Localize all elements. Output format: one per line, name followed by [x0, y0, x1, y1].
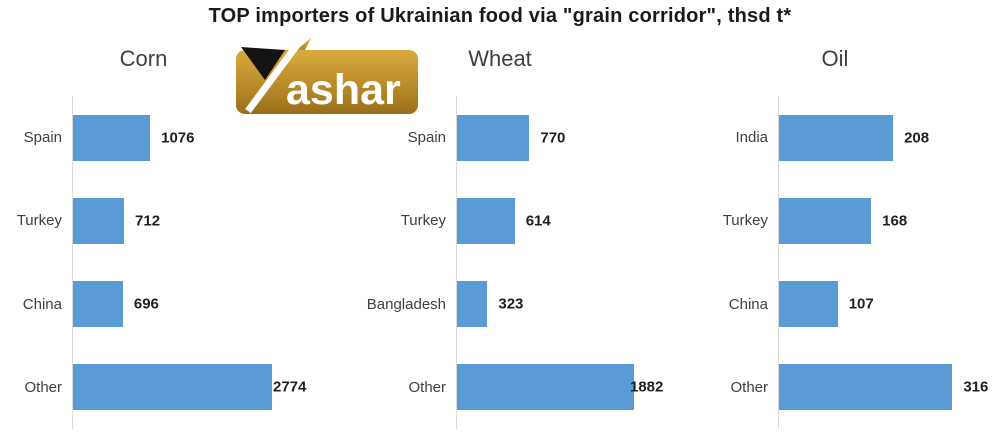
main-title: TOP importers of Ukrainian food via "gra… — [208, 5, 792, 27]
category-label: India — [735, 129, 768, 147]
chart-oil: Oil India Turkey China Other 208 168 107 316 — [700, 44, 988, 429]
logo-triangle-icon — [241, 47, 285, 80]
category-label: Other — [408, 378, 446, 396]
bar-other — [457, 364, 634, 411]
bar-other — [73, 364, 272, 411]
chart-title: Wheat — [468, 46, 532, 71]
bar-row: 770 — [457, 96, 645, 179]
bar-row: 2774 — [73, 346, 306, 429]
bar-row: 1882 — [457, 346, 663, 429]
bar-row: 712 — [73, 179, 288, 262]
logo-slash-icon — [245, 38, 303, 114]
value-label: 208 — [904, 129, 930, 147]
bar-turkey — [73, 197, 125, 244]
category-label: China — [728, 295, 768, 313]
bar-row: 316 — [779, 346, 988, 429]
category-axis: Spain Turkey China Other — [0, 96, 72, 429]
bar-other — [779, 364, 953, 411]
bar-india — [779, 114, 894, 161]
value-label: 1882 — [630, 378, 664, 396]
bar-row: 323 — [457, 263, 645, 346]
category-label: Spain — [407, 129, 446, 147]
bar-row: 1076 — [73, 96, 288, 179]
category-axis: Spain Turkey Bangladesh Other — [356, 96, 456, 429]
yashar-logo: ashar — [236, 38, 418, 114]
value-label: 323 — [498, 295, 524, 313]
value-label: 316 — [963, 378, 989, 396]
chart-title: Corn — [119, 46, 168, 71]
category-label: Turkey — [400, 212, 446, 230]
chart-corn: Corn Spain Turkey China Other 1076 712 696 2774 — [0, 44, 306, 429]
category-label: China — [22, 295, 62, 313]
bar-turkey — [457, 197, 515, 244]
logo-text: ashar — [286, 66, 401, 114]
plot-area: 1076 712 696 2774 — [72, 96, 306, 429]
bar-china — [73, 281, 123, 328]
category-label: Turkey — [16, 212, 62, 230]
category-label: Other — [24, 378, 62, 396]
plot-area: 770 614 323 1882 — [456, 96, 663, 429]
bar-row: 168 — [779, 179, 971, 262]
plot-area: 208 168 107 316 — [778, 96, 988, 429]
value-label: 168 — [882, 212, 908, 230]
bar-spain — [73, 114, 151, 161]
category-axis: India Turkey China Other — [700, 96, 778, 429]
chart-title: Oil — [821, 46, 849, 71]
value-label: 770 — [540, 129, 566, 147]
bar-spain — [457, 114, 530, 161]
value-label: 2774 — [273, 378, 307, 396]
bar-china — [779, 281, 838, 328]
value-label: 696 — [133, 295, 159, 313]
category-label: Turkey — [722, 212, 768, 230]
bar-bangladesh — [457, 281, 488, 328]
value-label: 107 — [848, 295, 874, 313]
bar-row: 614 — [457, 179, 645, 262]
category-label: Bangladesh — [366, 295, 446, 313]
bar-row: 208 — [779, 96, 971, 179]
bar-row: 696 — [73, 263, 288, 346]
value-label: 1076 — [161, 129, 195, 147]
value-label: 712 — [135, 212, 161, 230]
bar-turkey — [779, 197, 872, 244]
category-label: Spain — [23, 129, 62, 147]
category-label: Other — [730, 378, 768, 396]
value-label: 614 — [525, 212, 551, 230]
chart-wheat: Wheat Spain Turkey Bangladesh Other 770 614 323… — [356, 44, 663, 429]
bar-row: 107 — [779, 263, 971, 346]
